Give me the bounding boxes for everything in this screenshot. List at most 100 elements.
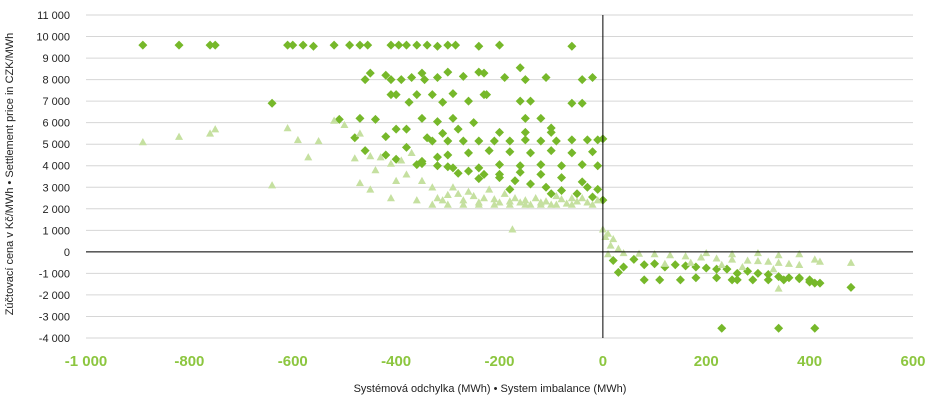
y-tick-label: 8 000 bbox=[42, 75, 70, 87]
triangle-point bbox=[350, 154, 359, 162]
y-tick-label: 11 000 bbox=[37, 10, 70, 22]
diamond-point bbox=[701, 263, 711, 273]
y-tick-labels: 11 000 10 000 9 000 8 000 7 000 6 000 5 000 4 0… bbox=[36, 10, 70, 345]
diamond-point bbox=[391, 90, 401, 100]
diamond-point bbox=[629, 254, 639, 264]
triangle-point bbox=[459, 200, 468, 208]
diamond-point bbox=[810, 323, 820, 333]
triangle-point bbox=[681, 252, 690, 260]
diamond-point bbox=[355, 113, 365, 123]
triangle-point bbox=[650, 250, 659, 258]
diamond-point bbox=[355, 40, 365, 50]
triangle-point bbox=[464, 187, 473, 195]
diamond-point bbox=[732, 268, 742, 278]
diamond-point bbox=[536, 113, 546, 123]
diamond-point bbox=[308, 41, 318, 51]
triangle-point bbox=[500, 189, 509, 197]
diamond-point bbox=[613, 267, 623, 277]
triangle-point bbox=[490, 200, 499, 208]
triangle-point bbox=[490, 195, 499, 203]
triangle-point bbox=[764, 257, 773, 265]
triangle-point bbox=[366, 185, 375, 193]
y-tick-label: 5 000 bbox=[42, 139, 70, 151]
triangle-point bbox=[774, 284, 783, 292]
diamond-point bbox=[360, 75, 370, 85]
diamond-point bbox=[541, 182, 551, 192]
diamond-point bbox=[557, 185, 567, 195]
x-tick-label: -800 bbox=[174, 353, 204, 370]
triangle-point bbox=[666, 251, 675, 259]
triangle-point bbox=[293, 135, 302, 144]
diamond-point bbox=[557, 173, 567, 183]
diamond-point bbox=[386, 40, 396, 50]
diamond-point bbox=[484, 146, 494, 156]
diamond-point bbox=[453, 168, 463, 178]
triangle-point bbox=[567, 200, 576, 208]
diamond-point bbox=[417, 68, 427, 78]
triangle-point bbox=[588, 200, 597, 208]
diamond-point bbox=[463, 96, 473, 106]
diamond-point bbox=[815, 278, 825, 288]
diamond-point bbox=[360, 146, 370, 156]
diamond-point bbox=[505, 147, 515, 157]
diamond-point bbox=[401, 124, 411, 134]
diamond-point bbox=[443, 150, 453, 160]
diamond-point bbox=[422, 40, 432, 50]
y-tick-label: -4 000 bbox=[39, 333, 70, 345]
diamond-point bbox=[681, 261, 691, 271]
triangle-point bbox=[459, 196, 468, 204]
triangle-point bbox=[330, 116, 339, 124]
diamond-point bbox=[572, 189, 582, 199]
diamond-point bbox=[495, 169, 504, 179]
triangle-point bbox=[583, 198, 592, 206]
x-axis-label: Systémová odchylka (MWh) • System imbala… bbox=[354, 383, 627, 395]
triangle-point bbox=[407, 148, 416, 157]
x-tick-label: 200 bbox=[694, 353, 719, 370]
diamond-point bbox=[520, 75, 530, 85]
triangle-point bbox=[578, 194, 587, 202]
diamond-point bbox=[417, 159, 427, 169]
triangle-point bbox=[604, 229, 613, 237]
diamond-point bbox=[443, 136, 453, 146]
triangle-point bbox=[774, 258, 783, 266]
triangle-point bbox=[552, 191, 561, 200]
diamond-point bbox=[567, 98, 577, 108]
triangle-point bbox=[417, 176, 426, 185]
triangle-point bbox=[428, 200, 437, 208]
diamond-point bbox=[432, 161, 442, 171]
diamond-point bbox=[505, 136, 515, 146]
triangle-point bbox=[355, 129, 364, 137]
diamond-point bbox=[520, 113, 530, 123]
diamond-point bbox=[593, 161, 603, 171]
diamond-point bbox=[526, 148, 536, 158]
diamond-point bbox=[438, 97, 448, 107]
diamond-point bbox=[546, 146, 556, 156]
triangle-point bbox=[428, 183, 437, 191]
triangle-point bbox=[728, 255, 737, 263]
diamond-point bbox=[386, 90, 396, 100]
diamond-point bbox=[515, 63, 525, 73]
triangle-point bbox=[521, 196, 530, 204]
triangle-point bbox=[753, 248, 762, 257]
diamond-point bbox=[363, 40, 373, 50]
diamond-point bbox=[432, 152, 442, 162]
triangle-point bbox=[397, 156, 406, 164]
triangle-point bbox=[697, 253, 706, 261]
y-tick-label: 10 000 bbox=[36, 32, 70, 44]
diamond-point bbox=[567, 148, 577, 158]
triangle-point bbox=[371, 166, 380, 174]
data-points bbox=[138, 40, 856, 333]
diamond-point bbox=[412, 90, 422, 100]
diamond-point bbox=[474, 136, 484, 146]
diamond-point bbox=[283, 40, 293, 50]
triangle-point bbox=[567, 194, 576, 202]
diamond-point bbox=[515, 161, 525, 171]
diamond-point bbox=[655, 275, 665, 285]
diamond-point bbox=[810, 278, 820, 288]
triangle-point bbox=[485, 185, 494, 193]
diamond-point bbox=[526, 179, 536, 189]
triangle-point bbox=[536, 200, 545, 208]
diamond-point bbox=[577, 160, 587, 170]
diamond-point bbox=[448, 163, 458, 173]
